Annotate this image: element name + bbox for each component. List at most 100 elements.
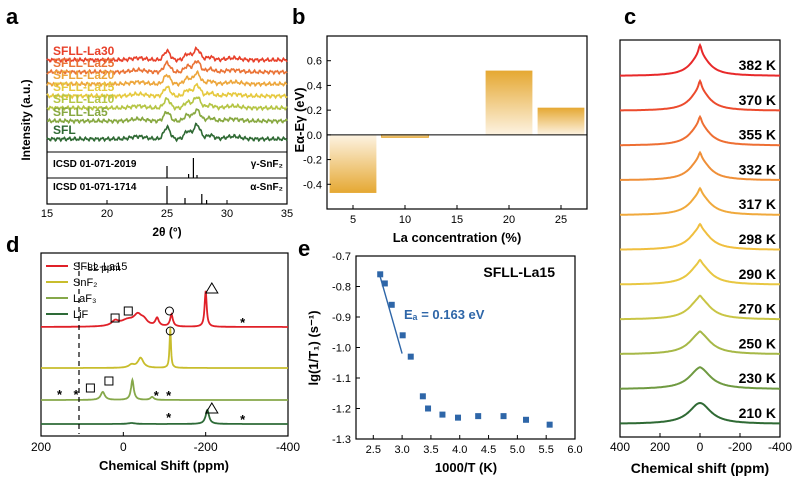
data-point-7 <box>439 411 446 418</box>
relax-ytick-label-5: -1.2 <box>332 404 351 416</box>
relax-y-axis-label: lg(1/T₁) (s⁻¹) <box>306 310 321 385</box>
bar-ytick-label-3: 0.2 <box>307 105 322 117</box>
vt-temp-label-5: 298 K <box>739 231 776 247</box>
vt-trace-4 <box>620 186 780 216</box>
vt-xtick-label-1: -200 <box>728 440 752 454</box>
bar-xtick-label-2: 15 <box>451 214 463 226</box>
vt-trace-10 <box>619 401 781 425</box>
vt-xtick-label-4: 400 <box>610 440 630 454</box>
nmr-x-axis-label: Chemical Shift (ppm) <box>99 458 229 473</box>
relax-frame <box>355 255 576 440</box>
vt-trace-3 <box>620 150 780 181</box>
nmr-reference-panel: -82 ppm SFLL-La15 SnF₂ LaF₃ LiF * * * * * * * 200… <box>31 252 300 473</box>
vt-xtick-label-0: -400 <box>768 440 792 454</box>
panel-label-c: c <box>624 4 636 29</box>
relax-xtick-label-0: 2.5 <box>366 444 381 456</box>
xrd-trace-5 <box>47 108 288 125</box>
star-marker-4: * <box>166 388 172 403</box>
vt-trace-5 <box>620 222 780 251</box>
data-point-5 <box>419 393 426 400</box>
xrd-panel: SFLL-La30SFLL-La25SFLL-La20SFLL-La15SFLL… <box>19 35 293 239</box>
vt-trace-0 <box>620 42 780 77</box>
panel-label-d: d <box>6 232 19 257</box>
xrd-trace-6 <box>46 122 288 143</box>
bar-xtick-label-0: 5 <box>350 214 356 226</box>
xrd-legend-3: SFLL-La15 <box>53 80 115 94</box>
relax-ytick-label-2: -0.9 <box>332 312 351 324</box>
nmr-legend-label-2: LaF₃ <box>73 293 96 305</box>
relax-xtick-label-5: 5.0 <box>510 444 525 456</box>
shift-annotation: -82 ppm <box>84 263 121 274</box>
nmr-xtick-label-0: 200 <box>31 440 51 454</box>
xrd-xtick-label-2: 25 <box>161 208 173 220</box>
xrd-y-axis-label: Intensity (a.u.) <box>19 79 33 160</box>
star-marker-1: * <box>57 387 63 402</box>
xrd-trace-4 <box>46 96 288 112</box>
xrd-legend-0: SFLL-La30 <box>53 44 115 58</box>
data-point-1 <box>381 280 388 287</box>
xrd-legend-6: SFL <box>53 123 76 137</box>
vt-temp-label-10: 210 K <box>739 405 776 421</box>
vt-temp-label-4: 317 K <box>739 196 776 212</box>
xrd-legend-4: SFLL-La10 <box>53 92 115 106</box>
star-marker-6: * <box>240 412 246 427</box>
relax-xtick-label-3: 4.0 <box>452 444 467 456</box>
bar-x-axis-label: La concentration (%) <box>393 230 522 245</box>
xrd-xtick-label-4: 35 <box>281 208 293 220</box>
vt-temp-label-1: 370 K <box>739 92 776 108</box>
vt-trace-6 <box>620 258 780 286</box>
data-point-8 <box>455 414 462 421</box>
vt-trace-1 <box>620 78 780 112</box>
relax-ytick-label-1: -0.8 <box>332 282 351 294</box>
square-marker-3 <box>104 376 114 386</box>
circle-marker-1 <box>165 326 175 336</box>
square-marker-0 <box>110 313 120 323</box>
xrd-x-axis-label: 2θ (°) <box>152 225 181 239</box>
vt-temp-label-8: 250 K <box>739 335 776 351</box>
nmr-trace-0 <box>41 290 288 328</box>
bar-xtick-label-1: 10 <box>399 214 411 226</box>
bar-ytick-label-1: -0.2 <box>303 155 322 167</box>
bar-ytick-label-5: 0.6 <box>307 56 322 68</box>
xrd-legend-2: SFLL-La20 <box>53 68 115 82</box>
square-marker-1 <box>123 306 133 316</box>
xrd-xtick-label-1: 20 <box>101 208 113 220</box>
data-point-12 <box>546 421 553 428</box>
star-marker-5: * <box>166 410 172 425</box>
data-point-9 <box>475 413 482 420</box>
nmr-legend-label-0: SFLL-La15 <box>73 261 127 273</box>
energy-bar-2 <box>485 70 533 135</box>
star-marker-0: * <box>240 315 246 330</box>
relax-title: SFLL-La15 <box>483 264 555 280</box>
data-point-6 <box>425 405 432 412</box>
panel-label-a: a <box>6 4 19 29</box>
data-point-0 <box>377 271 384 278</box>
nmr-trace-2 <box>41 377 288 401</box>
relax-xtick-label-1: 3.0 <box>394 444 409 456</box>
ref-phase-1: α-SnF₂ <box>250 182 283 193</box>
vt-nmr-panel: 382 K 370 K 355 K 332 K 317 K 298 K 290 K 270 K… <box>610 39 792 476</box>
square-marker-2 <box>85 383 95 393</box>
xrd-trace-2 <box>46 69 288 88</box>
nmr-legend-label-3: LiF <box>73 309 89 321</box>
relax-xtick-label-6: 5.5 <box>539 444 554 456</box>
vt-trace-9 <box>620 366 780 390</box>
xrd-legend-5: SFLL-La5 <box>53 105 108 119</box>
panel-label-e: e <box>298 236 310 261</box>
relaxation-panel: -0.7 -0.8 -0.9 -1.0 -1.1 -1.2 -1.3 2.5 3.0 3.5 4.0… <box>306 251 583 475</box>
xrd-trace-3 <box>46 82 288 100</box>
vt-temp-label-9: 230 K <box>739 370 776 386</box>
vt-temp-label-2: 355 K <box>739 127 776 143</box>
ref-label-1: ICSD 01-071-1714 <box>53 182 137 193</box>
ref-label-0: ICSD 01-071-2019 <box>53 159 137 170</box>
vt-temp-label-0: 382 K <box>739 57 776 73</box>
energy-bar-3 <box>537 107 585 135</box>
xrd-xtick-label-3: 30 <box>221 208 233 220</box>
xrd-trace-1 <box>46 59 288 76</box>
data-point-2 <box>388 301 395 308</box>
circle-marker-0 <box>164 306 174 316</box>
data-point-3 <box>399 332 406 339</box>
vt-xtick-label-3: 200 <box>650 440 670 454</box>
vt-temp-label-7: 270 K <box>739 301 776 317</box>
